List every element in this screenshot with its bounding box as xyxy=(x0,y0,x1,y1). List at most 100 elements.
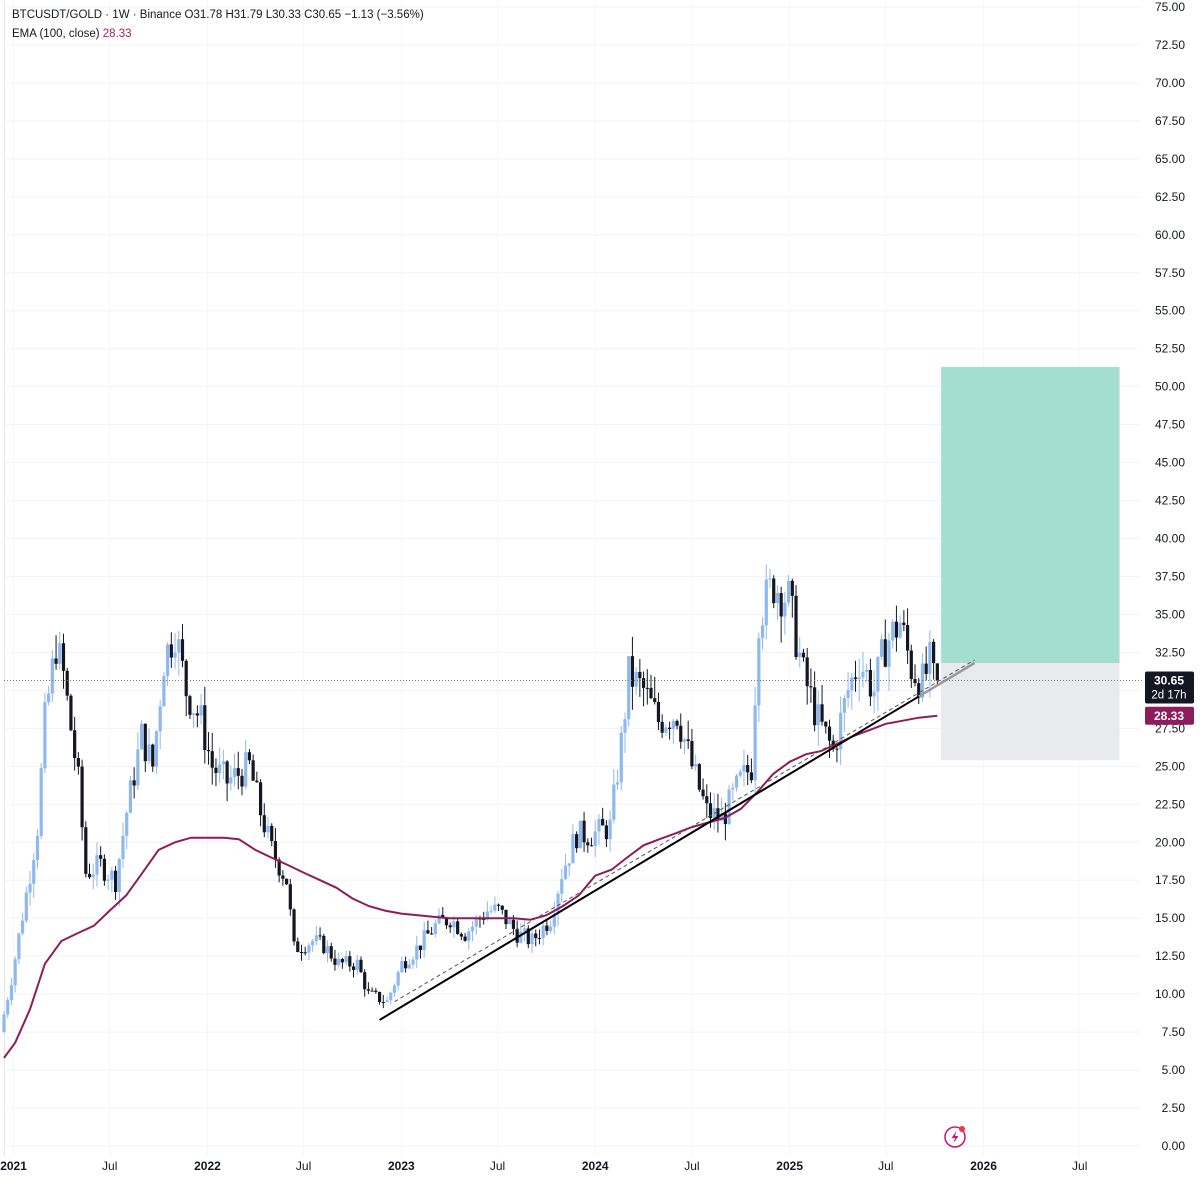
ema-legend[interactable]: EMA (100, close) 28.33 xyxy=(12,28,132,40)
y-tick-label: 50.00 xyxy=(1155,380,1185,394)
x-tick-label: 2022 xyxy=(194,1159,221,1173)
candle-body xyxy=(757,638,761,706)
candle-body xyxy=(615,782,620,785)
candle-body xyxy=(24,892,28,921)
ema-legend-label: EMA (100, close) xyxy=(12,28,100,40)
candle-body xyxy=(608,819,612,840)
symbol-legend[interactable]: BTCUSDT/GOLD · 1W · Binance O31.78 H31.7… xyxy=(12,9,424,21)
candle-body xyxy=(389,992,393,1001)
candle-body-last xyxy=(935,663,939,681)
lightning-badge-icon[interactable] xyxy=(944,1126,966,1148)
candle-body xyxy=(861,671,865,678)
stop-zone[interactable] xyxy=(941,663,1120,761)
candle-body xyxy=(206,749,211,752)
candle-body xyxy=(426,930,430,934)
candle-body xyxy=(634,671,638,687)
candle-body xyxy=(166,644,170,676)
trendlines[interactable] xyxy=(379,659,976,1021)
candle-body xyxy=(106,879,110,881)
candle-body xyxy=(619,732,623,783)
candle-body xyxy=(214,767,218,773)
candle-body xyxy=(9,985,14,1001)
candle-body xyxy=(668,727,672,730)
candle-body xyxy=(377,991,382,1003)
candle-body xyxy=(437,914,441,924)
parallel-dashed-line[interactable] xyxy=(394,659,975,1003)
candle-body xyxy=(132,780,136,786)
y-tick-label: 55.00 xyxy=(1155,304,1185,318)
candle-body xyxy=(255,780,259,783)
candle-body xyxy=(385,1000,389,1003)
candle-body xyxy=(853,677,858,680)
x-tick-label: 2024 xyxy=(582,1159,609,1173)
candle-body xyxy=(69,695,73,731)
candle-body xyxy=(456,921,460,934)
candle-body xyxy=(329,946,333,959)
candle-body xyxy=(857,677,861,680)
candle-body xyxy=(87,873,92,878)
plot-area-border xyxy=(4,0,1142,1156)
candle-body xyxy=(816,704,820,726)
lightning-bolt-icon xyxy=(951,1131,959,1143)
candle-body xyxy=(411,959,415,965)
support-trendline[interactable] xyxy=(379,662,976,1021)
candle-body xyxy=(195,713,199,716)
candle-body xyxy=(530,933,534,945)
candle-body xyxy=(470,926,475,932)
notification-dot xyxy=(959,1126,965,1132)
target-zone[interactable] xyxy=(941,366,1120,664)
candle-body xyxy=(58,643,62,664)
candle-body xyxy=(686,739,690,742)
candle-body xyxy=(292,909,296,942)
candle-body xyxy=(366,989,371,991)
candle-body xyxy=(433,923,437,935)
y-axis[interactable]: 75.00 72.50 70.00 67.50 65.00 62.50 60.00 57.50… xyxy=(1155,0,1185,1153)
y-tick-label: 52.50 xyxy=(1155,342,1185,356)
candle-body xyxy=(868,670,872,697)
y-tick-label: 15.00 xyxy=(1155,911,1185,925)
candle-body xyxy=(344,956,348,963)
y-tick-label: 27.50 xyxy=(1155,721,1185,735)
candle-body xyxy=(786,580,791,603)
candle-body xyxy=(61,643,66,671)
candle-body xyxy=(333,958,337,965)
y-tick-label: 32.50 xyxy=(1155,645,1185,659)
candle-body xyxy=(928,641,932,674)
candle-body xyxy=(917,683,921,698)
candle-body xyxy=(675,720,679,726)
candle-body xyxy=(775,593,780,604)
candle-body xyxy=(839,712,843,750)
y-tick-label: 5.00 xyxy=(1162,1063,1186,1077)
candle-body xyxy=(493,904,497,911)
x-tick-label: Jul xyxy=(1072,1159,1087,1173)
candle-body xyxy=(578,820,582,849)
candle-body xyxy=(500,905,504,910)
candle-body xyxy=(307,945,311,953)
candle-body xyxy=(783,602,787,617)
candle-body xyxy=(496,904,501,906)
candle-body xyxy=(80,766,84,828)
candle-body xyxy=(266,825,270,833)
trendline-extension[interactable] xyxy=(918,661,976,698)
candle-body xyxy=(351,966,356,970)
x-axis[interactable]: 2021 Jul 2022 Jul 2023 Jul 2024 Jul 2025 Jul 2026 J… xyxy=(0,1159,1087,1173)
candle-body xyxy=(537,938,542,940)
candle-body xyxy=(73,730,77,759)
candle-body xyxy=(151,744,155,767)
candle-body xyxy=(485,911,489,920)
candle-body xyxy=(273,841,278,860)
candle-body xyxy=(337,959,341,965)
candle-body xyxy=(113,870,118,893)
ema-price-tag-bg xyxy=(1145,706,1194,725)
ema-line[interactable] xyxy=(3,714,938,1059)
y-tick-label: 62.50 xyxy=(1155,190,1185,204)
y-tick-label: 7.50 xyxy=(1162,1025,1186,1039)
candle-body xyxy=(638,671,642,679)
candle-body xyxy=(325,946,330,954)
candle-body xyxy=(482,918,486,920)
candle-body xyxy=(459,933,463,937)
candle-body xyxy=(790,580,794,596)
candle-body xyxy=(285,878,289,885)
